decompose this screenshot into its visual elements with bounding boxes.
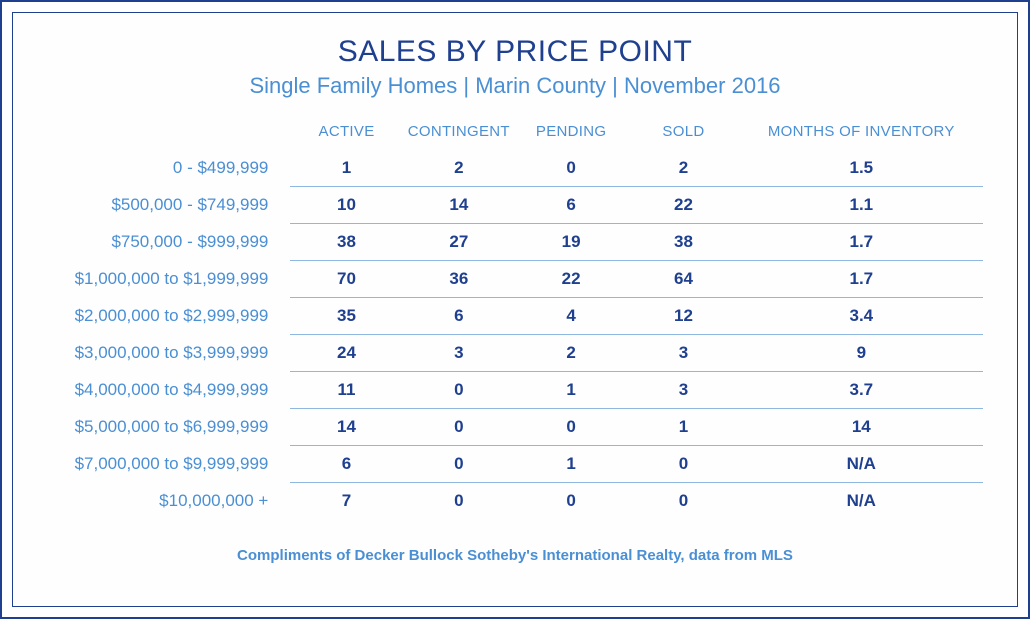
cell-value: 1.5 [740, 150, 983, 187]
table-row: $500,000 - $749,99910146221.1 [47, 187, 983, 224]
cell-value: 0 [403, 372, 515, 409]
table-row: 0 - $499,99912021.5 [47, 150, 983, 187]
outer-frame: SALES BY PRICE POINT Single Family Homes… [0, 0, 1030, 619]
cell-value: 0 [515, 150, 627, 187]
cell-value: 14 [290, 409, 402, 446]
table-header-row: ACTIVE CONTINGENT PENDING SOLD MONTHS OF… [47, 117, 983, 150]
row-label: $2,000,000 to $2,999,999 [47, 298, 290, 335]
table-row: $4,000,000 to $4,999,999110133.7 [47, 372, 983, 409]
cell-value: 22 [515, 261, 627, 298]
cell-value: 2 [627, 150, 739, 187]
cell-value: 3 [627, 372, 739, 409]
cell-value: 14 [403, 187, 515, 224]
row-label: $5,000,000 to $6,999,999 [47, 409, 290, 446]
cell-value: 0 [403, 446, 515, 483]
cell-value: 35 [290, 298, 402, 335]
attribution-footer: Compliments of Decker Bullock Sotheby's … [47, 547, 983, 564]
cell-value: 10 [290, 187, 402, 224]
cell-value: 2 [403, 150, 515, 187]
price-point-table: ACTIVE CONTINGENT PENDING SOLD MONTHS OF… [47, 117, 983, 519]
cell-value: N/A [740, 483, 983, 520]
table-row: $5,000,000 to $6,999,9991400114 [47, 409, 983, 446]
cell-value: 1 [290, 150, 402, 187]
row-label: $10,000,000 + [47, 483, 290, 520]
cell-value: 4 [515, 298, 627, 335]
cell-value: 3 [627, 335, 739, 372]
cell-value: 12 [627, 298, 739, 335]
row-label: 0 - $499,999 [47, 150, 290, 187]
cell-value: N/A [740, 446, 983, 483]
page-title: SALES BY PRICE POINT [47, 35, 983, 69]
cell-value: 0 [515, 483, 627, 520]
cell-value: 70 [290, 261, 402, 298]
cell-value: 1.7 [740, 224, 983, 261]
cell-value: 1 [627, 409, 739, 446]
cell-value: 7 [290, 483, 402, 520]
cell-value: 0 [403, 409, 515, 446]
cell-value: 9 [740, 335, 983, 372]
table-row: $1,000,000 to $1,999,999703622641.7 [47, 261, 983, 298]
table-header-sold: SOLD [627, 117, 739, 150]
table-header-active: ACTIVE [290, 117, 402, 150]
table-header-inventory: MONTHS OF INVENTORY [740, 117, 983, 150]
cell-value: 11 [290, 372, 402, 409]
cell-value: 2 [515, 335, 627, 372]
row-label: $3,000,000 to $3,999,999 [47, 335, 290, 372]
table-row: $3,000,000 to $3,999,999243239 [47, 335, 983, 372]
cell-value: 3.7 [740, 372, 983, 409]
row-label: $1,000,000 to $1,999,999 [47, 261, 290, 298]
cell-value: 27 [403, 224, 515, 261]
table-header-blank [47, 117, 290, 150]
cell-value: 19 [515, 224, 627, 261]
cell-value: 1.1 [740, 187, 983, 224]
inner-frame: SALES BY PRICE POINT Single Family Homes… [12, 12, 1018, 607]
cell-value: 0 [627, 483, 739, 520]
table-body: 0 - $499,99912021.5$500,000 - $749,99910… [47, 150, 983, 519]
cell-value: 0 [403, 483, 515, 520]
cell-value: 14 [740, 409, 983, 446]
cell-value: 0 [515, 409, 627, 446]
cell-value: 38 [627, 224, 739, 261]
cell-value: 6 [515, 187, 627, 224]
row-label: $4,000,000 to $4,999,999 [47, 372, 290, 409]
cell-value: 64 [627, 261, 739, 298]
table-row: $2,000,000 to $2,999,9993564123.4 [47, 298, 983, 335]
table-header-contingent: CONTINGENT [403, 117, 515, 150]
cell-value: 6 [403, 298, 515, 335]
table-header-pending: PENDING [515, 117, 627, 150]
cell-value: 1.7 [740, 261, 983, 298]
row-label: $500,000 - $749,999 [47, 187, 290, 224]
cell-value: 1 [515, 446, 627, 483]
cell-value: 0 [627, 446, 739, 483]
cell-value: 38 [290, 224, 402, 261]
row-label: $750,000 - $999,999 [47, 224, 290, 261]
cell-value: 22 [627, 187, 739, 224]
table-row: $7,000,000 to $9,999,9996010N/A [47, 446, 983, 483]
table-row: $750,000 - $999,999382719381.7 [47, 224, 983, 261]
row-label: $7,000,000 to $9,999,999 [47, 446, 290, 483]
cell-value: 6 [290, 446, 402, 483]
cell-value: 36 [403, 261, 515, 298]
cell-value: 24 [290, 335, 402, 372]
cell-value: 3 [403, 335, 515, 372]
cell-value: 3.4 [740, 298, 983, 335]
table-row: $10,000,000 +7000N/A [47, 483, 983, 520]
cell-value: 1 [515, 372, 627, 409]
page-subtitle: Single Family Homes | Marin County | Nov… [47, 73, 983, 99]
